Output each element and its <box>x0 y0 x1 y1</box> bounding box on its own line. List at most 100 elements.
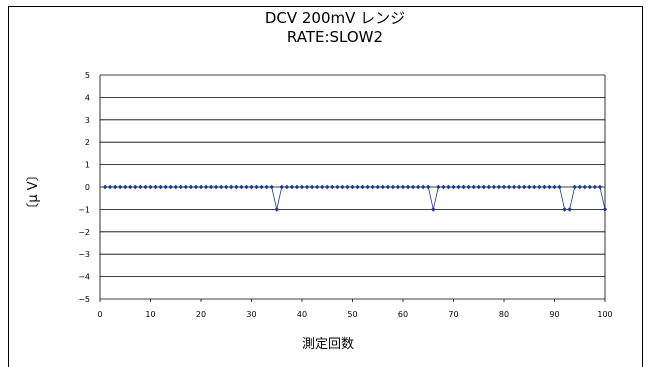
data-point <box>102 184 108 190</box>
data-point <box>319 184 325 190</box>
data-point <box>547 184 552 190</box>
data-point <box>350 184 355 190</box>
y-tick-label: 2 <box>85 138 90 147</box>
x-tick-label: 20 <box>196 310 206 319</box>
data-point <box>173 184 179 190</box>
data-point <box>461 184 466 190</box>
data-point <box>582 184 588 190</box>
data-point <box>466 184 471 190</box>
data-point <box>213 184 219 190</box>
x-tick-label: 100 <box>597 310 612 319</box>
data-point <box>304 184 310 190</box>
data-series <box>102 184 608 212</box>
data-point <box>420 184 426 190</box>
x-tick-label: 0 <box>97 310 102 319</box>
data-point <box>360 184 365 190</box>
data-point <box>405 184 411 190</box>
data-point <box>552 184 557 190</box>
y-tick-label: 5 <box>85 71 90 80</box>
data-point <box>163 184 168 190</box>
data-point <box>223 184 229 190</box>
y-tick-label: 3 <box>85 116 90 125</box>
data-point <box>511 184 517 190</box>
x-tick-label: 30 <box>246 310 256 319</box>
data-point <box>330 184 335 190</box>
data-point <box>542 184 547 190</box>
data-point <box>577 184 583 190</box>
data-point <box>198 184 204 190</box>
data-point <box>532 184 537 190</box>
y-tick-label: −4 <box>78 273 90 282</box>
data-point <box>239 184 244 190</box>
data-point <box>390 184 396 190</box>
data-point <box>441 184 446 190</box>
data-point <box>385 184 391 190</box>
x-tick-label: 70 <box>448 310 458 319</box>
data-point <box>193 184 199 190</box>
data-point <box>158 184 163 190</box>
data-point <box>481 184 487 190</box>
data-point <box>143 184 148 190</box>
data-point <box>259 184 264 190</box>
data-point <box>602 207 608 212</box>
data-point <box>526 184 532 190</box>
data-point <box>516 184 522 190</box>
data-point <box>244 184 249 190</box>
data-point <box>128 184 133 190</box>
data-point <box>148 184 153 190</box>
data-point <box>183 184 189 190</box>
y-tick-label: −1 <box>78 205 90 214</box>
data-point <box>521 184 527 190</box>
data-point <box>309 184 315 190</box>
data-point <box>188 184 194 190</box>
data-point <box>284 184 290 190</box>
chart-frame <box>8 6 643 367</box>
data-point <box>178 184 184 190</box>
data-point <box>537 184 542 190</box>
chart-title: DCV 200mV レンジ <box>265 9 405 27</box>
data-point <box>436 184 441 190</box>
data-point <box>340 184 345 190</box>
series-line <box>105 186 606 210</box>
data-point <box>456 184 461 190</box>
data-point <box>138 184 143 190</box>
y-tick-label: 0 <box>85 183 90 192</box>
x-tick-label: 60 <box>398 310 408 319</box>
data-point <box>597 184 603 190</box>
data-point <box>451 184 456 190</box>
data-point <box>107 184 113 190</box>
data-point <box>324 184 330 190</box>
data-point <box>355 184 360 190</box>
data-point <box>370 184 375 190</box>
x-tick-label: 80 <box>499 310 509 319</box>
data-point <box>400 184 406 190</box>
data-point <box>203 184 209 190</box>
data-point <box>380 184 386 190</box>
data-point <box>557 184 562 190</box>
y-tick-label: −3 <box>78 250 90 259</box>
data-point <box>314 184 320 190</box>
data-point <box>567 207 572 212</box>
data-point <box>491 184 497 190</box>
data-point <box>572 184 577 190</box>
data-point <box>335 184 340 190</box>
data-point <box>496 184 502 190</box>
data-point <box>501 184 507 190</box>
data-point <box>289 184 295 190</box>
y-axis-label: 〔μ V〕 <box>26 168 41 215</box>
y-tick-label: 4 <box>85 93 90 102</box>
x-tick-label: 10 <box>145 310 155 319</box>
data-point <box>234 184 239 190</box>
data-point <box>269 184 274 190</box>
data-point <box>299 184 305 190</box>
data-point <box>506 184 512 190</box>
data-point <box>279 184 285 190</box>
data-point <box>133 184 138 190</box>
data-point <box>218 184 224 190</box>
data-point <box>112 184 118 190</box>
data-point <box>229 184 234 190</box>
data-point <box>425 184 431 190</box>
data-point <box>274 207 280 212</box>
data-point <box>471 184 476 190</box>
y-tick-label: −2 <box>78 228 90 237</box>
